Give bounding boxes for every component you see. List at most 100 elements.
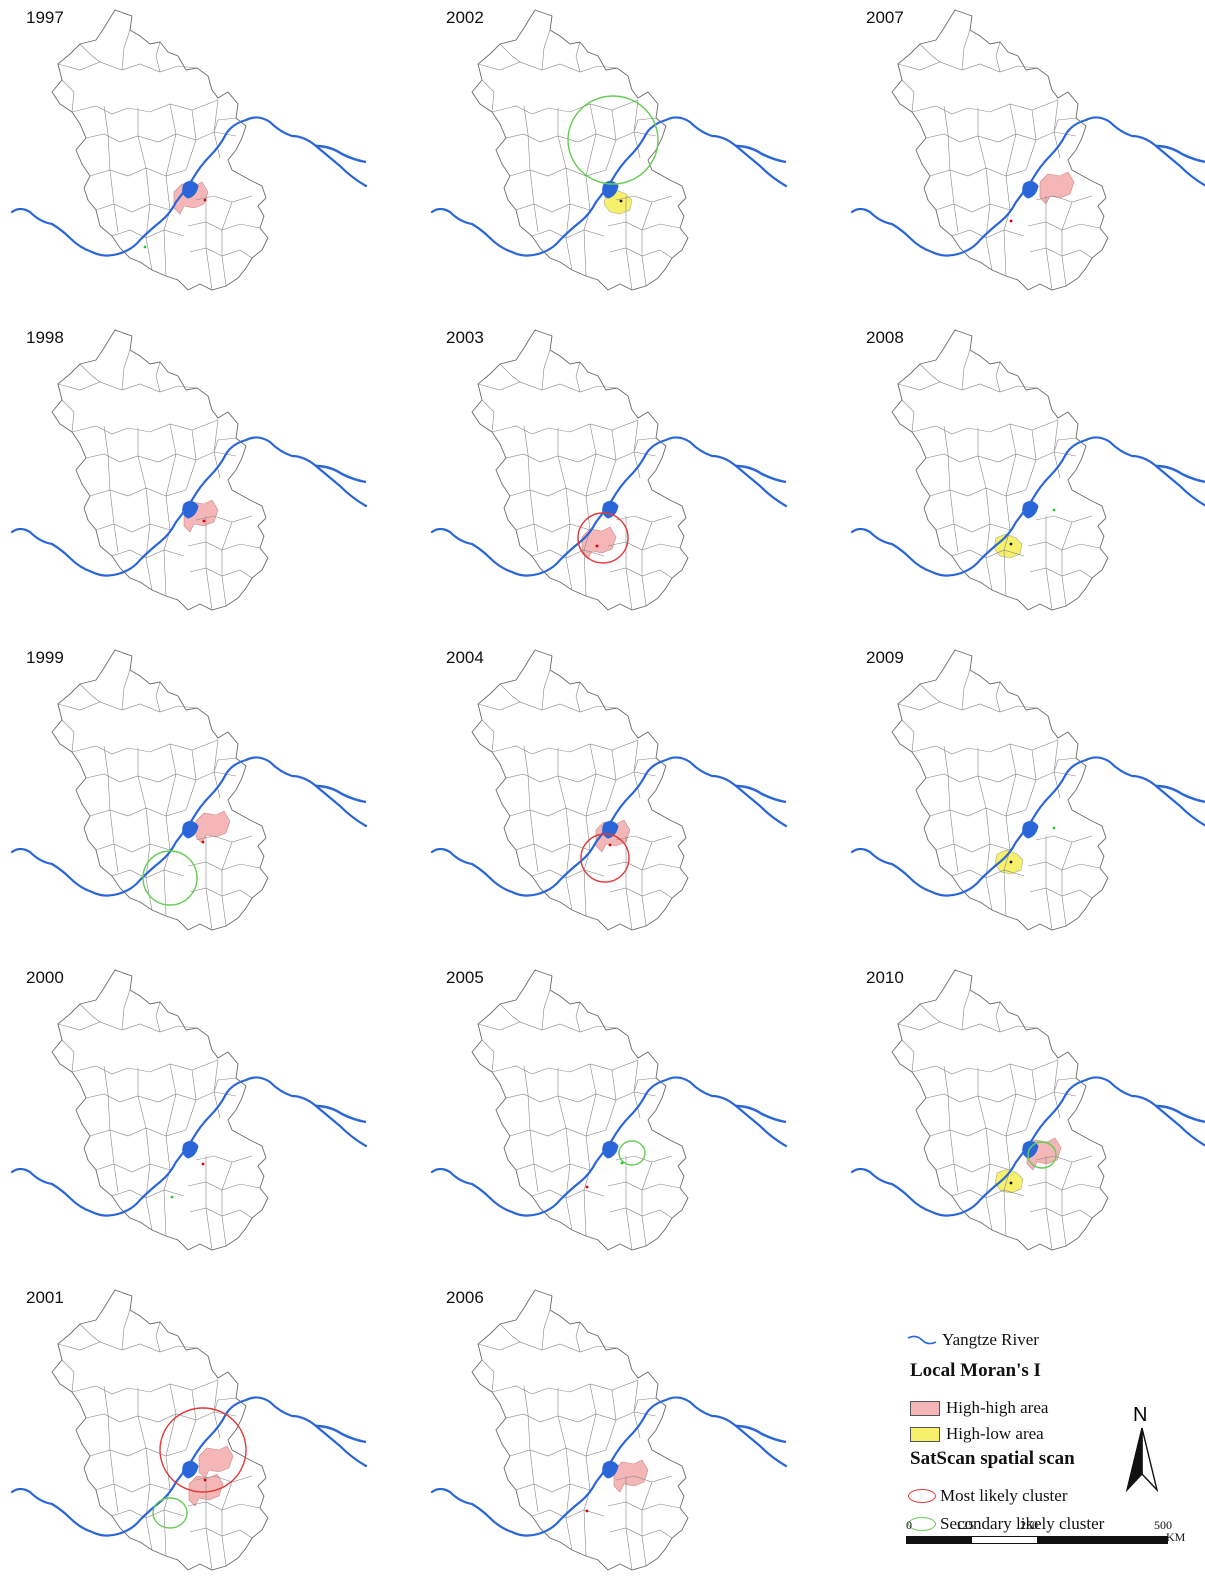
map-1998 [10,329,368,611]
map-panel-2002: 2002 [420,0,800,300]
county-boundary [195,1155,253,1163]
county-boundary [943,745,959,873]
county-boundary [477,1021,618,1033]
secondary-ellipse-icon [908,1517,936,1531]
high-high-area [613,1459,649,1493]
county-boundary [925,1091,1077,1103]
county-boundary [929,487,1027,497]
county-boundary [195,515,253,523]
county-boundary [897,61,1038,73]
cluster-center-dot [1009,219,1013,223]
map-1997 [10,9,368,291]
county-boundary [615,515,673,523]
map-panel-2005: 2005 [420,960,800,1260]
map-panel-2004: 2004 [420,640,800,940]
county-boundary [85,771,237,783]
county-boundary [505,131,657,143]
scale-tick-500: 500 [1154,1518,1172,1532]
county-boundary [523,1385,539,1513]
province-outline [471,329,689,611]
county-boundary [195,1475,253,1483]
county-boundary [213,1397,237,1413]
map-2009 [850,649,1205,931]
yangtze-river-branch [735,464,787,484]
cluster-center-dot [620,1161,624,1165]
year-label-2008: 2008 [866,328,904,347]
county-boundary [935,1163,1011,1173]
county-boundary [481,719,495,753]
county-boundary [575,1001,581,1033]
county-boundary [481,399,495,433]
county-boundary [103,1065,119,1193]
cluster-center-dot [170,1195,174,1199]
county-boundary [943,105,959,233]
county-boundary [625,196,633,291]
most-likely-cluster [580,833,630,883]
map-2005 [430,969,788,1251]
cluster-center-dot [619,199,623,203]
cluster-center-dot [1009,542,1013,546]
cluster-center-dot [203,1478,207,1482]
yangtze-river-branch [735,784,787,804]
cluster-center-dot [608,843,612,847]
county-boundary [897,1021,1038,1033]
lake [602,1140,619,1159]
county-boundary [935,843,1011,853]
county-boundary [137,1068,153,1231]
county-boundary [641,841,653,927]
county-boundary [541,349,551,391]
county-boundary [901,79,915,113]
legend-hh-row: High-high area [910,1398,1048,1418]
county-boundary [221,841,233,927]
cluster-center-dot [202,519,206,523]
county-boundary [509,487,607,497]
county-boundary [901,399,915,433]
county-boundary [121,669,131,711]
cluster-center-dot [203,198,207,202]
county-boundary [977,428,993,591]
river-legend-icon [907,1335,937,1345]
county-boundary [995,681,1001,713]
map-panel-1998: 1998 [0,320,380,620]
county-boundary [1025,749,1037,811]
map-2004 [430,649,788,931]
county-boundary [163,1063,177,1237]
county-boundary [557,428,573,591]
county-boundary [57,701,198,713]
county-boundary [1003,103,1017,277]
county-boundary [911,419,1059,435]
province-outline [51,329,269,611]
county-boundary [523,105,539,233]
cluster-center-dot [585,1509,589,1513]
map-2000 [10,969,368,1251]
county-boundary [523,1065,539,1193]
county-boundary [935,203,1011,213]
county-boundary [911,1059,1059,1075]
county-boundary [481,1039,495,1073]
scale-tick-250: 250 [1020,1518,1038,1532]
county-boundary [995,361,1001,393]
county-boundary [103,1385,119,1513]
county-boundary [85,1091,237,1103]
year-label-2006: 2006 [446,1288,484,1307]
county-boundary [79,1003,101,1023]
map-panel-1999: 1999 [0,640,380,940]
map-2006 [430,1289,788,1571]
county-boundary [195,195,253,203]
year-label-2003: 2003 [446,328,484,347]
legend: Yangtze River Local Moran's I High-high … [906,1326,1196,1566]
county-boundary [477,61,618,73]
county-boundary [185,429,197,491]
county-boundary [583,743,597,917]
county-boundary [71,1379,219,1395]
county-boundary [1061,201,1073,287]
county-boundary [1003,423,1017,597]
county-boundary [1045,836,1053,931]
county-boundary [583,423,597,597]
lake [1022,1140,1039,1159]
map-panel-2003: 2003 [420,320,800,620]
legend-secondary-label: Secondary likely cluster [940,1514,1105,1533]
county-boundary [575,361,581,393]
yangtze-river-branch [1155,784,1205,804]
county-boundary [515,1483,591,1493]
